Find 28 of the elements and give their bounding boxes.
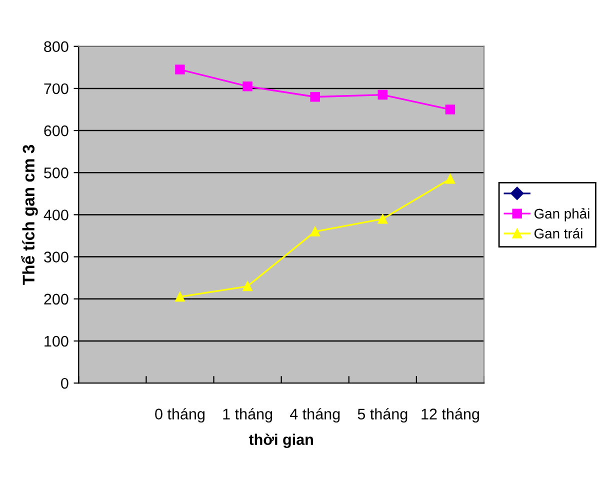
y-tick-label: 700 (44, 83, 68, 94)
x-axis-title: thời gian (248, 434, 313, 448)
y-tick-label: 800 (44, 41, 68, 52)
point (175, 64, 185, 74)
point (445, 174, 456, 184)
point (378, 90, 388, 100)
legend-label: Gan phải (534, 208, 590, 222)
point (378, 214, 388, 224)
point (242, 281, 252, 292)
point (242, 81, 252, 92)
point (310, 226, 320, 236)
point (310, 92, 320, 102)
point (175, 292, 185, 302)
y-axis-title: Thể tích gan cm 3 (20, 144, 38, 285)
point (445, 104, 456, 114)
y-tick-label: 0 (61, 378, 68, 389)
x-tick-label: 12 tháng (422, 408, 479, 422)
y-tick-label: 400 (44, 210, 68, 220)
y-tick-label: 600 (44, 125, 68, 136)
x-tick-label: 4 tháng (290, 408, 340, 422)
y-tick-label: 200 (44, 294, 68, 305)
y-tick-label: 100 (44, 336, 68, 347)
y-tick-label: 500 (44, 168, 68, 178)
x-tick-label: 1 tháng (223, 408, 272, 422)
legend-label: Gan trái (534, 228, 582, 238)
y-tick-label: 300 (44, 252, 68, 262)
x-tick-label: 0 tháng (155, 408, 204, 422)
x-tick-label: 5 tháng (358, 408, 408, 422)
